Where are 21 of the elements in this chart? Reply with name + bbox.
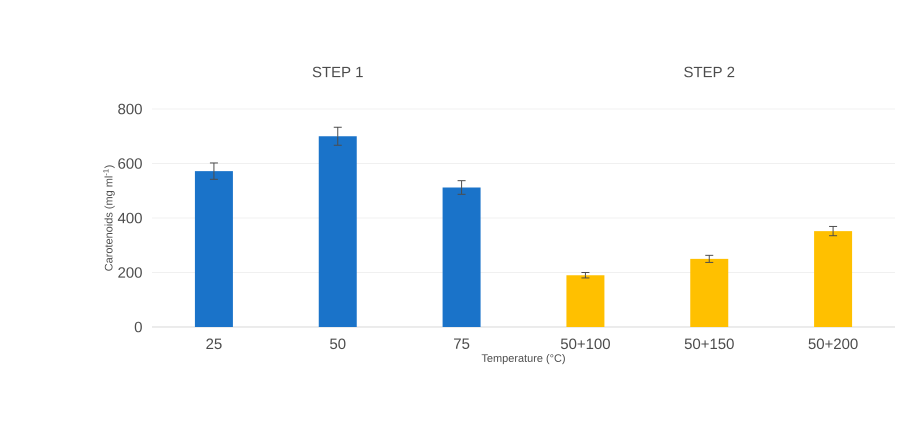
y-tick-label: 200	[118, 267, 142, 278]
bar	[690, 258, 728, 327]
y-tick-label: 800	[118, 104, 142, 114]
y-axis-title: Carotenoids (mg ml$^{-1}$)	[103, 165, 115, 271]
text: STEP 1	[312, 66, 363, 78]
x-tick-label: 75	[454, 338, 470, 349]
x-tick-label: 50	[330, 338, 346, 350]
x-tick-label: 50+150	[684, 338, 734, 350]
x-tick-label: 25	[206, 338, 222, 350]
bar	[566, 275, 604, 327]
y-tick-label: 400	[118, 212, 142, 224]
bar	[318, 136, 357, 327]
y-tick-label: 0	[134, 322, 142, 332]
x-axis-title: Temperature (°C)	[482, 354, 565, 364]
x-tick-label: 50+200	[808, 338, 858, 350]
bar	[194, 171, 233, 327]
bar	[814, 231, 852, 327]
bar	[442, 187, 481, 327]
text: STEP 2	[684, 66, 734, 78]
y-tick-label: 600	[118, 158, 142, 169]
x-tick-label: 50+100	[560, 338, 610, 350]
